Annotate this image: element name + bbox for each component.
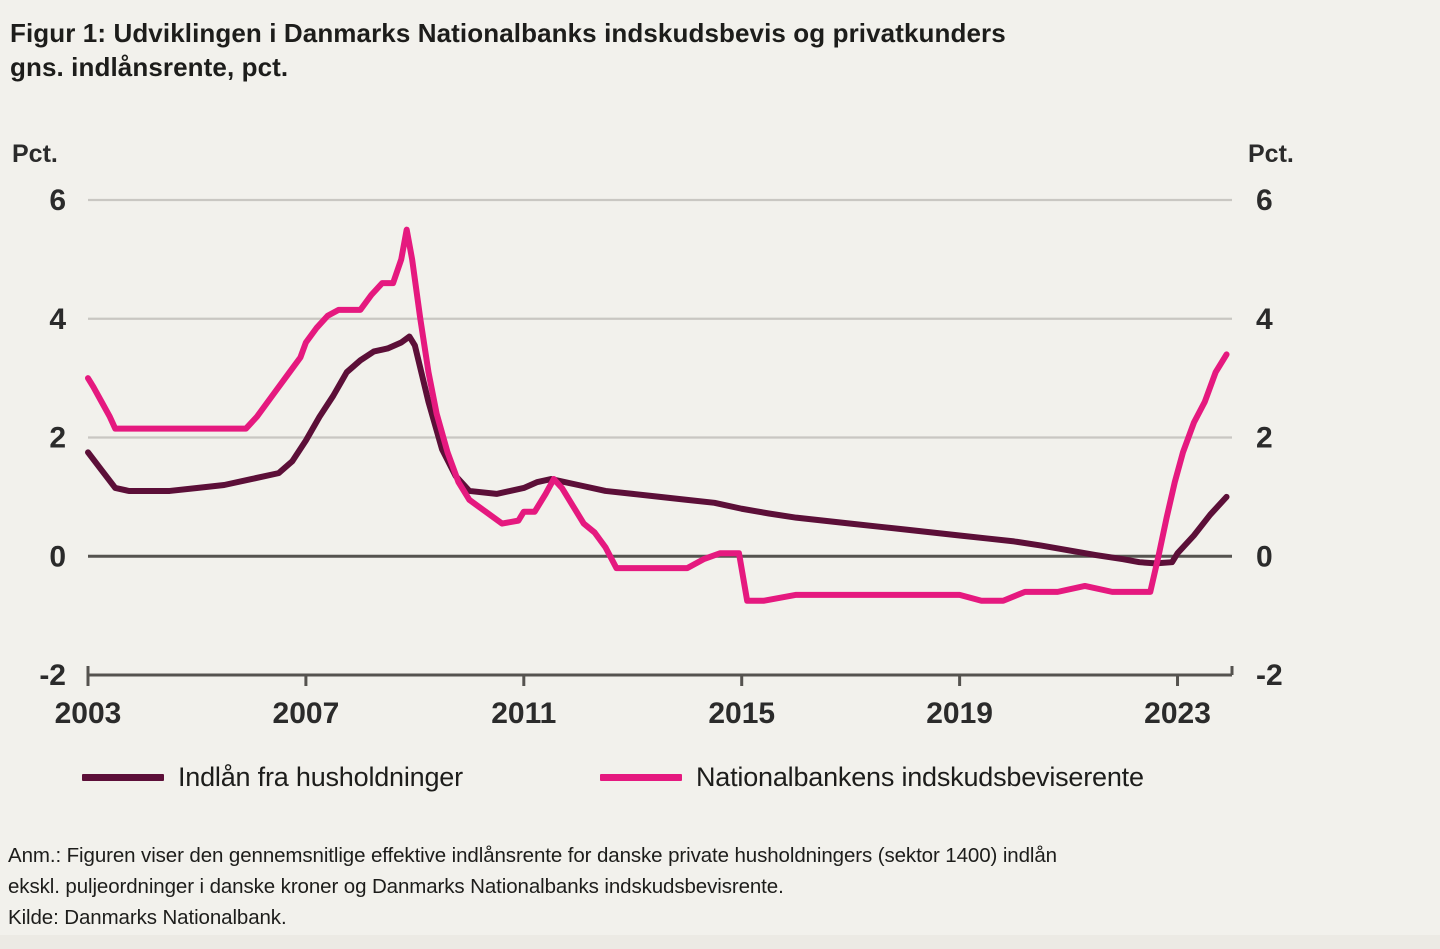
line-chart-svg: 6 6 4 4 2 2 0 0 -2 -2 2003 2007 2011 2015 2019 2023 <box>39 184 1282 730</box>
legend-label-1: Nationalbankens indskudsbeviserente <box>696 762 1144 792</box>
y-tick-label-left--2: -2 <box>39 659 66 692</box>
chart-plot-area: Pct. Pct. 6 6 4 4 2 2 0 0 -2 -2 2003 2007 2011 2015 2… <box>0 110 1440 730</box>
figure-notes: Anm.: Figuren viser den gennemsnitlige e… <box>8 840 1433 933</box>
legend-item-indskudsbevis[interactable]: Nationalbankens indskudsbeviserente <box>600 762 1144 793</box>
y-axis-unit-label-right: Pct. <box>1248 140 1294 168</box>
x-tick-label-2007: 2007 <box>273 697 340 730</box>
y-tick-label-left-4: 4 <box>49 303 66 336</box>
page-bottom-edge <box>0 935 1440 949</box>
figure-title-line-2: gns. indlånsrente, pct. <box>10 52 289 82</box>
x-axis-group <box>86 666 1234 686</box>
series-line-1 <box>85 226 1230 604</box>
data-series-group <box>85 226 1230 604</box>
legend-label-0: Indlån fra husholdninger <box>178 762 463 792</box>
figure-title: Figur 1: Udviklingen i Danmarks National… <box>10 16 1280 84</box>
legend-swatch-icon-0 <box>82 774 164 781</box>
y-tick-label-right--2: -2 <box>1256 659 1283 692</box>
series-line-0 <box>85 333 1230 567</box>
y-tick-label-left-2: 2 <box>49 422 66 455</box>
chart-legend: Indlån fra husholdninger Nationalbankens… <box>0 762 1440 808</box>
y-tick-label-left-6: 6 <box>49 184 66 217</box>
y-tick-label-left-0: 0 <box>49 540 66 573</box>
x-tick-label-2003: 2003 <box>55 697 122 730</box>
note-line-3: Kilde: Danmarks Nationalbank. <box>8 906 287 929</box>
gridlines-group <box>88 198 1232 439</box>
y-tick-labels: 6 6 4 4 2 2 0 0 -2 -2 <box>39 184 1282 692</box>
x-tick-label-2015: 2015 <box>708 697 775 730</box>
y-tick-label-right-6: 6 <box>1256 184 1273 217</box>
y-tick-label-right-4: 4 <box>1256 303 1273 336</box>
y-tick-label-right-2: 2 <box>1256 422 1273 455</box>
x-tick-label-2023: 2023 <box>1144 697 1211 730</box>
x-tick-label-2011: 2011 <box>491 697 556 730</box>
figure-title-line-1: Figur 1: Udviklingen i Danmarks National… <box>10 18 1006 48</box>
legend-swatch-icon-1 <box>600 774 682 781</box>
legend-item-indlaan[interactable]: Indlån fra husholdninger <box>82 762 463 793</box>
y-tick-label-right-0: 0 <box>1256 540 1273 573</box>
x-tick-label-2019: 2019 <box>926 697 993 730</box>
x-tick-labels: 2003 2007 2011 2015 2019 2023 <box>55 697 1211 730</box>
note-line-1: Anm.: Figuren viser den gennemsnitlige e… <box>8 844 1057 867</box>
note-line-2: ekskl. puljeordninger i danske kroner og… <box>8 875 784 898</box>
y-axis-unit-label-left: Pct. <box>12 140 58 168</box>
